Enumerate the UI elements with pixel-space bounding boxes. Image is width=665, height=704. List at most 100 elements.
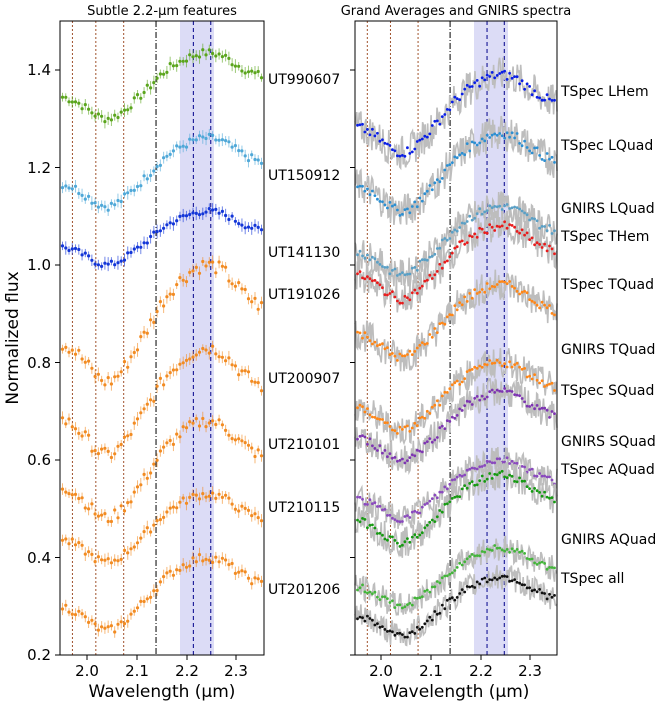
data-point: [503, 475, 506, 479]
data-point: [243, 154, 247, 158]
data-point: [126, 108, 130, 112]
data-point: [425, 619, 429, 623]
data-point: [207, 494, 211, 498]
data-point: [513, 136, 516, 140]
data-point: [460, 409, 464, 412]
data-point: [415, 596, 419, 600]
data-point: [478, 290, 482, 294]
data-point: [383, 421, 387, 425]
data-point: [386, 421, 389, 425]
data-point: [538, 472, 541, 475]
data-point: [126, 551, 130, 555]
series-label-tspec-squad: TSpec SQuad: [560, 383, 654, 399]
data-point: [401, 543, 404, 547]
data-point: [188, 53, 192, 57]
data-point: [368, 133, 372, 137]
data-point: [408, 456, 412, 459]
data-point: [425, 409, 429, 413]
left-series: [60, 43, 264, 638]
data-point: [523, 233, 526, 237]
data-point: [90, 502, 94, 506]
data-point: [363, 277, 367, 281]
data-point: [393, 518, 397, 521]
data-point: [465, 241, 469, 245]
left-ytick-label: 1.2: [27, 159, 51, 177]
data-point: [475, 235, 479, 239]
data-point: [383, 203, 387, 207]
data-point: [543, 225, 546, 228]
series-ut210115: [60, 486, 264, 570]
data-point: [358, 615, 362, 619]
data-point: [122, 192, 127, 196]
data-point: [184, 501, 189, 505]
data-point: [418, 259, 422, 263]
data-point: [373, 447, 377, 450]
data-point: [463, 473, 467, 477]
data-point: [460, 474, 464, 478]
data-point: [460, 303, 464, 307]
left-panel-frame: [59, 20, 265, 656]
data-point: [415, 511, 419, 514]
data-point: [90, 111, 94, 115]
data-point: [473, 467, 477, 470]
data-point: [250, 379, 254, 383]
data-point: [438, 581, 442, 585]
data-point: [513, 480, 516, 483]
left-ytick-label: 0.8: [27, 354, 51, 372]
data-point: [243, 226, 247, 230]
data-point: [396, 154, 399, 158]
data-point: [455, 596, 459, 599]
data-point: [533, 407, 536, 411]
left-ytick-label: 0.6: [27, 451, 51, 469]
data-point: [155, 230, 159, 234]
data-point: [533, 146, 536, 150]
data-point: [371, 592, 374, 596]
data-point: [450, 571, 454, 575]
data-point: [96, 628, 100, 632]
data-point: [460, 151, 464, 155]
data-point: [458, 301, 462, 304]
data-point: [478, 226, 482, 230]
data-point: [386, 597, 389, 600]
data-point: [243, 441, 247, 445]
data-point: [162, 575, 166, 579]
series-label-ut191026: UT191026: [268, 287, 340, 303]
data-point: [371, 189, 374, 193]
data-point: [440, 394, 444, 398]
data-point: [430, 585, 434, 589]
series-gnirs-tquad: [354, 348, 558, 446]
data-point: [510, 224, 514, 227]
right-panel-title: Grand Averages and GNIRS spectra: [341, 4, 572, 19]
data-point: [493, 132, 497, 136]
data-point: [435, 436, 439, 439]
data-point: [83, 506, 87, 510]
data-point: [428, 184, 432, 187]
data-point: [545, 495, 549, 499]
data-point: [64, 95, 68, 99]
data-point: [453, 228, 457, 232]
data-point: [142, 90, 146, 95]
data-point: [483, 231, 487, 235]
data-point: [513, 205, 516, 209]
data-point: [358, 520, 362, 524]
data-point: [135, 606, 140, 610]
data-point: [503, 549, 506, 553]
data-point: [139, 245, 143, 249]
data-point: [113, 508, 117, 512]
data-point: [473, 396, 477, 400]
data-point: [398, 301, 402, 305]
data-point: [480, 474, 484, 478]
data-point: [543, 98, 546, 102]
data-point: [165, 154, 169, 158]
data-point: [106, 449, 110, 453]
data-point: [543, 592, 546, 595]
data-point: [361, 616, 364, 620]
data-point: [493, 461, 497, 465]
data-point: [237, 222, 241, 226]
data-point: [126, 501, 130, 505]
data-point: [443, 427, 447, 430]
data-point: [523, 211, 526, 215]
data-point: [67, 417, 71, 421]
data-point: [391, 352, 394, 355]
data-point: [530, 490, 534, 493]
